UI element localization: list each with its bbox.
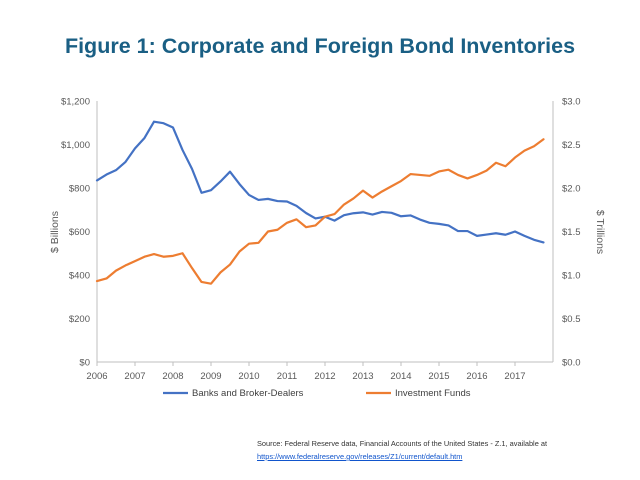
source-link[interactable]: https://www.federalreserve.gov/releases/… — [257, 452, 463, 461]
y-left-tick-label: $1,200 — [61, 97, 90, 108]
series-layer — [95, 120, 545, 285]
y-left-tick-label: $200 — [69, 314, 90, 325]
y-left-tick-label: $800 — [69, 184, 90, 195]
y-axis-left-label: $ Billions — [49, 211, 61, 253]
x-tick-label: 2017 — [504, 371, 525, 382]
x-tick-label: 2007 — [124, 371, 145, 382]
x-tick-label: 2008 — [162, 371, 183, 382]
series-line-funds — [95, 138, 545, 285]
y-right-tick-label: $1.5 — [562, 227, 581, 238]
y-left-tick-label: $400 — [69, 271, 90, 282]
source-text: Source: Federal Reserve data, Financial … — [257, 439, 548, 448]
y-left-tick-label: $1,000 — [61, 140, 90, 151]
y-right-tick-label: $2.5 — [562, 140, 581, 151]
y-left-tick-label: $600 — [69, 227, 90, 238]
y-right-tick-label: $0.5 — [562, 314, 581, 325]
chart-legend: Banks and Broker-Dealers Investment Fund… — [163, 388, 471, 399]
legend-label-banks: Banks and Broker-Dealers — [192, 388, 304, 399]
x-tick-label: 2016 — [466, 371, 487, 382]
series-line-banks — [95, 120, 545, 244]
x-tick-label: 2014 — [390, 371, 411, 382]
y-right-tick-label: $2.0 — [562, 184, 581, 195]
x-tick-label: 2010 — [238, 371, 259, 382]
y-axis-right-label: $ Trillions — [594, 210, 606, 254]
source-note: Source: Federal Reserve data, Financial … — [257, 437, 547, 463]
x-tick-label: 2012 — [314, 371, 335, 382]
chart-title: Figure 1: Corporate and Foreign Bond Inv… — [64, 34, 576, 58]
x-tick-label: 2009 — [200, 371, 221, 382]
y-right-tick-label: $3.0 — [562, 97, 581, 108]
x-tick-label: 2015 — [428, 371, 449, 382]
legend-label-funds: Investment Funds — [395, 388, 471, 399]
y-right-tick-label: $0.0 — [562, 358, 581, 369]
y-right-tick-label: $1.0 — [562, 271, 581, 282]
axes-layer — [96, 101, 554, 363]
x-tick-label: 2013 — [352, 371, 373, 382]
x-tick-label: 2006 — [86, 371, 107, 382]
ticks-layer: 2006 2007 2008 2009 2010 2011 2012 2013 2014 2015… — [61, 97, 581, 383]
y-left-tick-label: $0 — [79, 358, 90, 369]
x-tick-label: 2011 — [277, 371, 297, 382]
